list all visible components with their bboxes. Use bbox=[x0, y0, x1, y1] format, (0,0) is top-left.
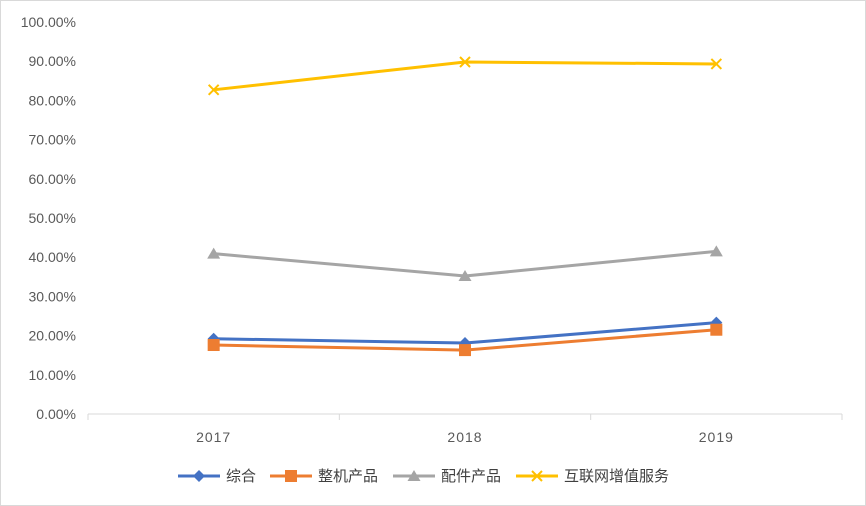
legend-item: 整机产品 bbox=[270, 467, 378, 485]
y-tick-label: 0.00% bbox=[36, 406, 76, 422]
data-point bbox=[459, 344, 471, 357]
y-axis: 0.00% 10.00% 20.00% 30.00% 40.00% 50.00% 60.00… bbox=[21, 14, 76, 422]
data-point bbox=[709, 245, 723, 257]
legend-marker bbox=[407, 470, 421, 481]
data-point bbox=[458, 270, 472, 282]
legend-marker bbox=[285, 470, 297, 482]
data-point bbox=[207, 247, 221, 259]
x-axis: 2017 2018 2019 bbox=[87, 413, 843, 445]
x-tick-label: 2017 bbox=[196, 429, 231, 445]
series-layer bbox=[207, 56, 723, 357]
data-point bbox=[207, 339, 220, 352]
y-tick-label: 50.00% bbox=[29, 210, 76, 226]
legend-marker bbox=[193, 470, 205, 482]
y-tick-label: 60.00% bbox=[29, 171, 76, 187]
data-point bbox=[459, 56, 471, 68]
legend-item: 互联网增值服务 bbox=[516, 467, 669, 485]
legend: 综合 整机产品 配件产品 互联网增值服务 bbox=[178, 467, 669, 485]
y-tick-label: 80.00% bbox=[29, 92, 76, 108]
series-1 bbox=[207, 323, 723, 357]
series-2 bbox=[207, 245, 723, 282]
legend-label: 整机产品 bbox=[318, 467, 378, 485]
legend-label: 互联网增值服务 bbox=[564, 467, 669, 485]
y-tick-label: 100.00% bbox=[21, 14, 76, 30]
y-tick-label: 40.00% bbox=[29, 249, 76, 265]
y-tick-label: 90.00% bbox=[29, 53, 76, 69]
y-tick-label: 10.00% bbox=[29, 367, 76, 383]
series-line bbox=[212, 60, 718, 92]
legend-marker bbox=[531, 470, 543, 482]
data-point bbox=[710, 323, 723, 336]
x-tick-label: 2018 bbox=[447, 429, 482, 445]
legend-label: 配件产品 bbox=[441, 467, 501, 485]
legend-item: 配件产品 bbox=[393, 467, 501, 485]
y-tick-label: 70.00% bbox=[29, 132, 76, 148]
legend-item: 综合 bbox=[178, 467, 256, 485]
y-tick-label: 20.00% bbox=[29, 328, 76, 344]
data-point bbox=[710, 58, 723, 70]
x-tick-label: 2019 bbox=[699, 429, 734, 445]
series-3 bbox=[207, 56, 723, 96]
data-point bbox=[207, 84, 220, 96]
y-tick-label: 30.00% bbox=[29, 288, 76, 304]
legend-label: 综合 bbox=[226, 467, 256, 485]
